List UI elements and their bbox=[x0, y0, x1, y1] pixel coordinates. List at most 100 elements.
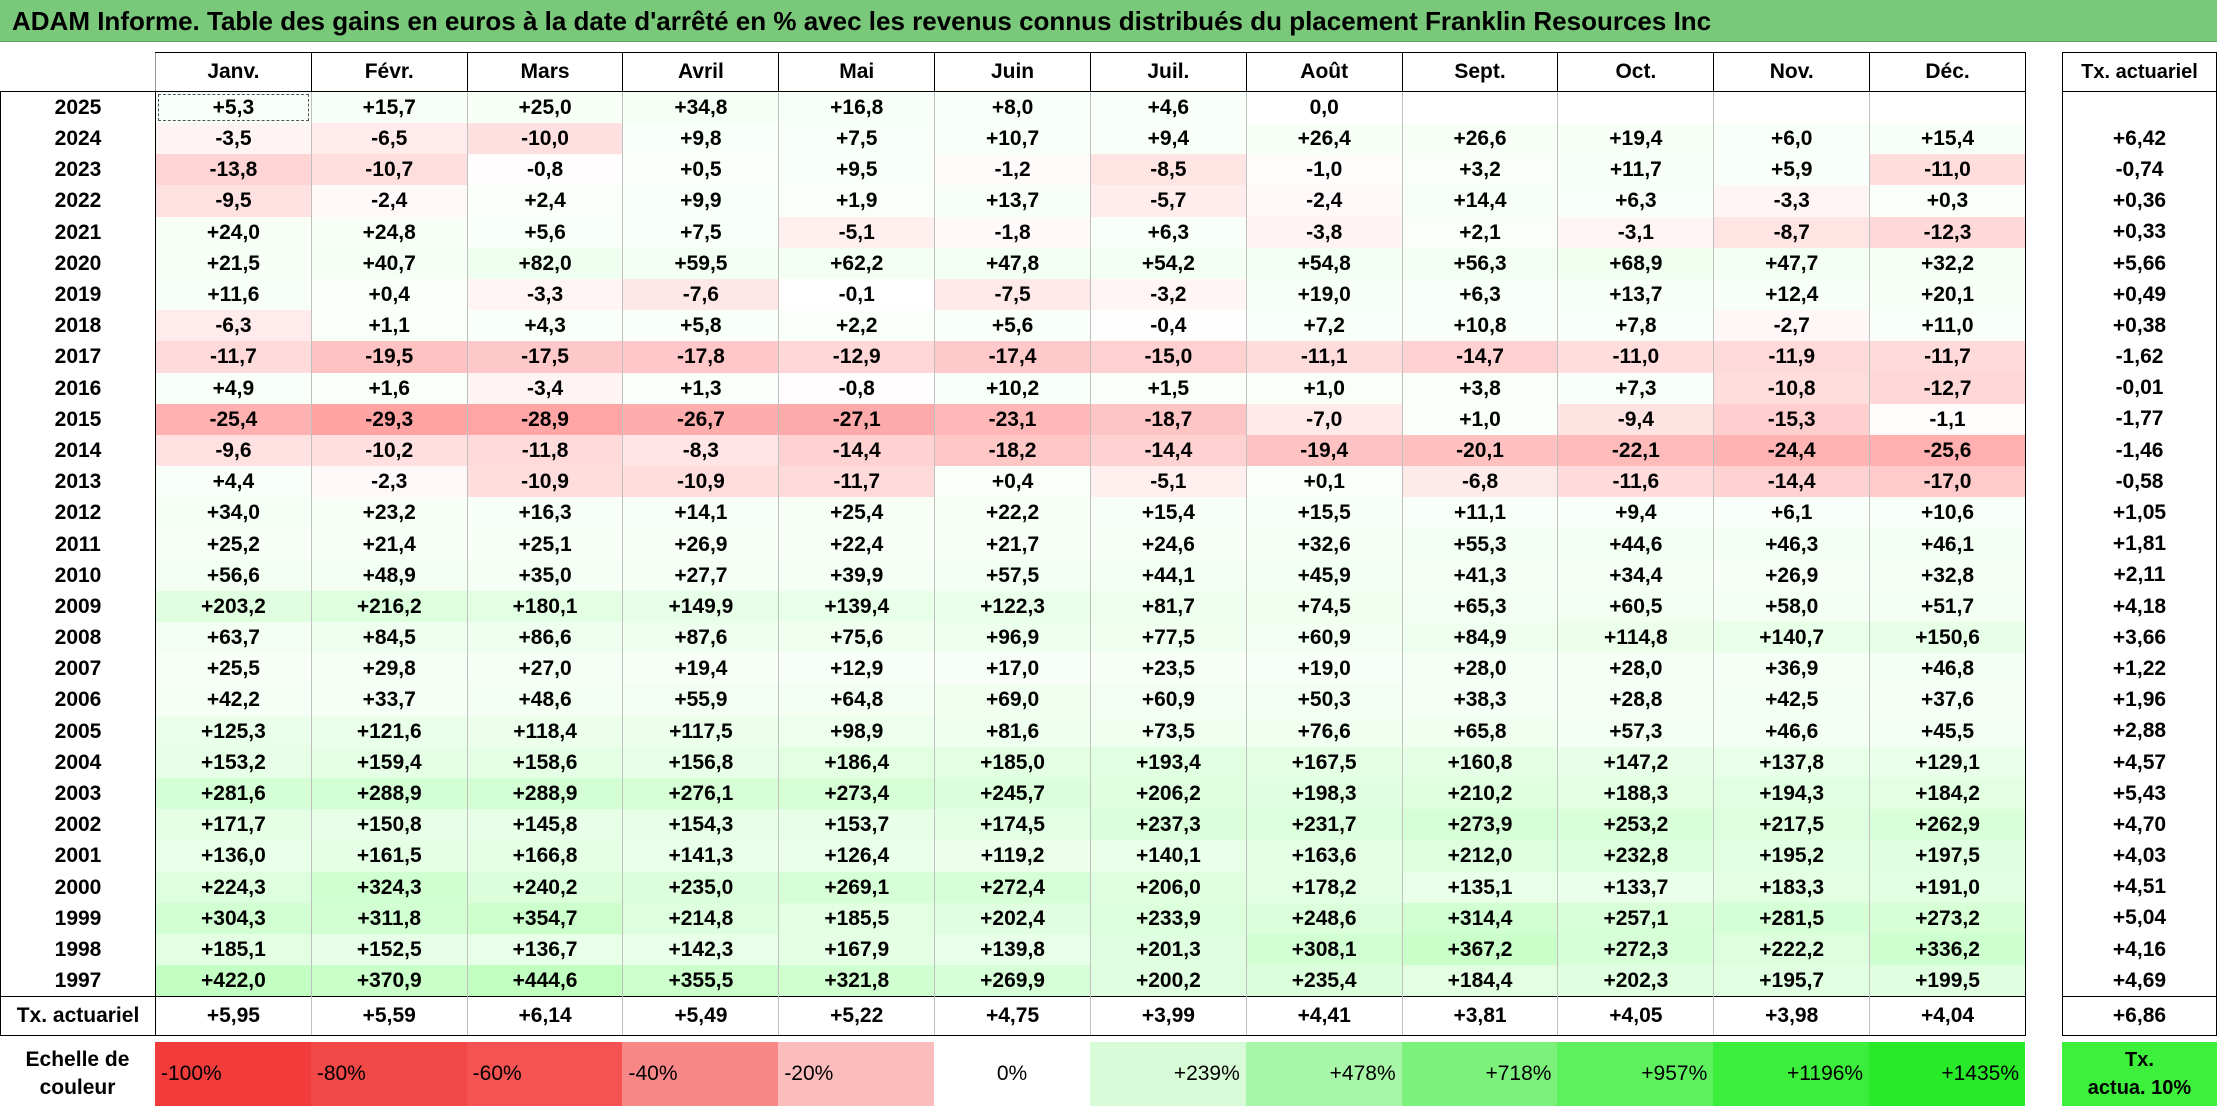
gain-cell: +171,7 bbox=[155, 809, 312, 841]
year-cell: 2018 bbox=[0, 310, 156, 342]
gain-cell: +125,3 bbox=[155, 715, 312, 747]
gain-cell: +126,4 bbox=[778, 840, 936, 872]
gain-cell: +7,2 bbox=[1245, 310, 1403, 342]
gain-cell: -5,1 bbox=[1089, 466, 1247, 498]
year-cell: 2001 bbox=[0, 840, 156, 872]
year-cell: 2003 bbox=[0, 777, 156, 810]
gain-cell: -19,4 bbox=[1245, 434, 1403, 467]
footer-rate-row: Tx. actuariel +5,95 +5,59 +6,14 +5,49 +5,22 +… bbox=[0, 996, 2026, 1037]
gain-cell: +96,9 bbox=[934, 622, 1091, 654]
gain-cell: +6,1 bbox=[1713, 497, 1871, 529]
year-cell: 2007 bbox=[0, 653, 156, 685]
gain-cell: +54,8 bbox=[1245, 247, 1403, 279]
gain-cell: +1,0 bbox=[1401, 403, 1559, 435]
gain-cell: +8,0 bbox=[934, 91, 1091, 123]
gain-cell: -7,5 bbox=[934, 278, 1091, 311]
gain-cell: +42,5 bbox=[1713, 684, 1871, 716]
gain-cell: +23,5 bbox=[1089, 653, 1247, 685]
gain-cell: +273,9 bbox=[1401, 809, 1559, 841]
gain-cell: +153,2 bbox=[155, 746, 312, 778]
gain-cell: -8,5 bbox=[1089, 154, 1247, 186]
month-header-row: Janv. Févr. Mars Avril Mai Juin Juil. Août Sept.… bbox=[1, 52, 2026, 92]
gain-cell: -25,4 bbox=[155, 403, 312, 435]
month-header: Juin bbox=[934, 52, 1091, 92]
gain-cell: -0,4 bbox=[1089, 310, 1247, 342]
table-row: 2018 -6,3 +1,1 +4,3 +5,8 +2,2 +5,6 -0,4 +7,2 +10,… bbox=[0, 310, 2026, 342]
gain-cell: -1,2 bbox=[934, 154, 1091, 186]
gain-cell: +191,0 bbox=[1869, 871, 2026, 903]
gain-cell: +163,6 bbox=[1245, 840, 1403, 872]
gain-cell: +24,8 bbox=[310, 216, 468, 248]
color-scale-label: Echelle de couleur bbox=[0, 1042, 155, 1106]
year-cell: 2004 bbox=[0, 746, 156, 778]
gain-cell: +10,8 bbox=[1401, 310, 1559, 342]
month-header: Mars bbox=[466, 52, 624, 92]
gain-cell: +7,5 bbox=[622, 216, 780, 248]
gain-cell: -11,6 bbox=[1557, 466, 1715, 498]
gain-cell: +185,1 bbox=[155, 933, 312, 966]
table-row: 2025 +5,3 +15,7 +25,0 +34,8 +16,8 +8,0 +4,6 0,0 bbox=[0, 91, 2026, 123]
gain-cell: -1,0 bbox=[1245, 154, 1403, 186]
month-header: Sept. bbox=[1401, 52, 1559, 92]
gain-cell: +3,8 bbox=[1401, 372, 1559, 404]
table-row: 2024 -3,5 -6,5 -10,0 +9,8 +7,5 +10,7 +9,4 +26,4 +… bbox=[0, 123, 2026, 155]
gain-cell: +10,6 bbox=[1869, 497, 2026, 529]
gain-cell: -12,7 bbox=[1869, 372, 2026, 404]
gain-cell: -17,5 bbox=[466, 341, 624, 373]
gain-cell: -17,4 bbox=[934, 341, 1091, 373]
year-cell: 2019 bbox=[0, 278, 156, 311]
rate-cell: +5,43 bbox=[2062, 777, 2217, 809]
year-cell: 2024 bbox=[0, 123, 156, 155]
gain-cell: +46,8 bbox=[1869, 653, 2026, 685]
gain-cell: +25,5 bbox=[155, 653, 312, 685]
year-cell: 2000 bbox=[0, 871, 156, 903]
gain-cell: +167,5 bbox=[1245, 746, 1403, 778]
color-scale-step: -20% bbox=[778, 1042, 935, 1106]
gain-cell: +55,9 bbox=[622, 684, 780, 716]
gain-cell: +139,8 bbox=[934, 933, 1091, 966]
year-cell: 2013 bbox=[0, 466, 156, 498]
color-scale-step: 0% bbox=[934, 1042, 1090, 1106]
gain-cell: +158,6 bbox=[466, 746, 624, 778]
gain-cell: -3,4 bbox=[466, 372, 624, 404]
gain-cell: +9,5 bbox=[778, 154, 936, 186]
gain-cell: +199,5 bbox=[1869, 965, 2026, 997]
color-scale: Echelle de couleur -100% -80% -60% -40% -20%… bbox=[0, 1042, 2025, 1106]
year-cell: 2022 bbox=[0, 185, 156, 217]
gain-cell: +4,6 bbox=[1089, 91, 1247, 123]
gain-cell: +0,3 bbox=[1869, 185, 2026, 217]
gain-cell: +257,1 bbox=[1557, 902, 1715, 934]
gain-cell: +308,1 bbox=[1245, 933, 1403, 966]
gain-cell: +180,1 bbox=[466, 590, 624, 622]
color-scale-row: Echelle de couleur -100% -80% -60% -40% -20%… bbox=[0, 1042, 2025, 1106]
gain-cell: +36,9 bbox=[1713, 653, 1871, 685]
gain-cell: -0,8 bbox=[466, 154, 624, 186]
gain-cell: +150,8 bbox=[310, 809, 468, 841]
gain-cell: -1,8 bbox=[934, 216, 1091, 248]
table-row: 1999 +304,3 +311,8 +354,7 +214,8 +185,5 +202,4… bbox=[0, 902, 2026, 934]
gain-cell: +160,8 bbox=[1401, 746, 1559, 778]
month-header: Août bbox=[1245, 52, 1403, 92]
gain-cell: +56,6 bbox=[155, 559, 312, 591]
gain-cell: +34,0 bbox=[155, 497, 312, 529]
footer-rate-cell: +6,14 bbox=[466, 996, 623, 1037]
gain-cell: +7,8 bbox=[1557, 310, 1715, 342]
gain-cell: +324,3 bbox=[310, 871, 468, 903]
year-cell: 2009 bbox=[0, 590, 156, 622]
gain-cell: +48,9 bbox=[310, 559, 468, 591]
gain-cell: +202,4 bbox=[934, 902, 1091, 934]
gain-cell: +59,5 bbox=[622, 247, 780, 279]
legend-rate-line1: Tx. bbox=[2125, 1049, 2154, 1071]
gain-cell: -6,8 bbox=[1401, 466, 1559, 498]
year-cell: 2010 bbox=[0, 559, 156, 591]
month-header: Nov. bbox=[1713, 52, 1871, 92]
gain-cell: +203,2 bbox=[155, 590, 312, 622]
gain-cell: +54,2 bbox=[1089, 247, 1247, 279]
gain-cell: +200,2 bbox=[1089, 965, 1247, 997]
table-row: 2009 +203,2 +216,2 +180,1 +149,9 +139,4 +122,3… bbox=[0, 590, 2026, 622]
gain-cell: +74,5 bbox=[1245, 590, 1403, 622]
gain-cell: +117,5 bbox=[622, 715, 780, 747]
gain-cell: +233,9 bbox=[1089, 902, 1247, 934]
table-row: 2004 +153,2 +159,4 +158,6 +156,8 +186,4 +185,0… bbox=[0, 746, 2026, 778]
gain-cell: +11,7 bbox=[1557, 154, 1715, 186]
